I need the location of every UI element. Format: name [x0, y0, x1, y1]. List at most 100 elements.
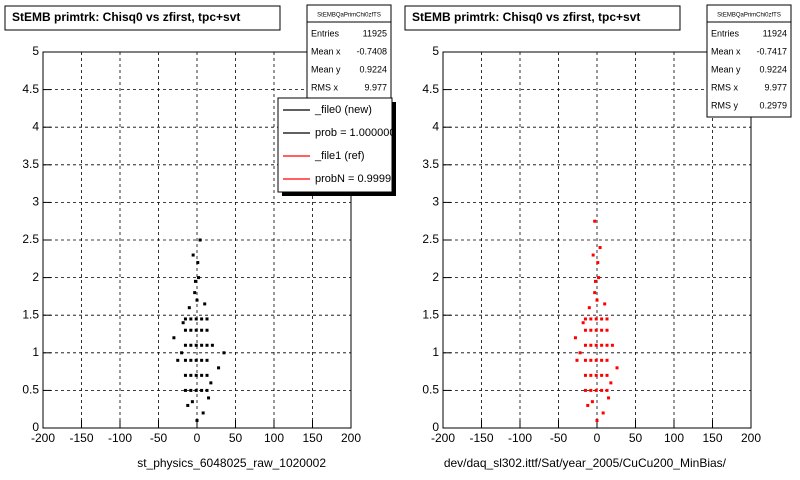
stats-value: 11924 [763, 28, 787, 38]
point [601, 411, 605, 415]
point [176, 358, 180, 362]
point [183, 343, 187, 347]
stats-value: 9.977 [764, 82, 787, 92]
point [583, 328, 587, 332]
point [189, 328, 193, 332]
point [605, 358, 609, 362]
legend: _file0 (new) prob = 1.000000 _file1 (ref) p… [283, 104, 392, 185]
point [194, 343, 198, 347]
point [201, 411, 205, 415]
y-tick-label: 0.5 [422, 383, 439, 397]
x-axis-label: dev/daq_sl302.ittf/Sat/year_2005/CuCu200… [444, 456, 727, 470]
point [189, 388, 193, 392]
point [200, 317, 204, 321]
x-tick-label: 50 [229, 431, 243, 445]
x-tick-label: 0 [194, 431, 201, 445]
point [605, 343, 609, 347]
point [600, 358, 604, 362]
y-tick-label: 4 [432, 119, 439, 133]
x-tick-label: -150 [469, 431, 493, 445]
point [596, 261, 600, 265]
x-tick-label: -200 [431, 431, 455, 445]
point [200, 388, 204, 392]
stats-value: 0.9224 [759, 64, 787, 74]
point [589, 373, 593, 377]
y-tick-label: 1.5 [422, 307, 439, 321]
x-tick-label: 100 [664, 431, 684, 445]
point [594, 343, 598, 347]
point [610, 343, 614, 347]
point [590, 400, 594, 404]
point [573, 336, 577, 340]
point [594, 317, 598, 321]
point [205, 317, 209, 321]
stats-title: StEMBQaPrimChi0zfTS [317, 13, 381, 19]
x-tick-label: 50 [629, 431, 643, 445]
y-tick-label: 2.5 [422, 232, 439, 246]
point [194, 328, 198, 332]
point [583, 317, 587, 321]
point [583, 388, 587, 392]
x-tick-label: 200 [341, 431, 361, 445]
point [591, 253, 595, 257]
point [194, 373, 198, 377]
point [581, 321, 585, 325]
y-tick-label: 5 [432, 44, 439, 58]
point [183, 358, 187, 362]
point [594, 358, 598, 362]
y-tick-label: 4.5 [22, 82, 39, 96]
stats-name: Entries [311, 28, 340, 38]
y-tick-label: 1 [32, 345, 39, 359]
point [191, 253, 195, 257]
stats-name: Mean y [711, 64, 741, 74]
point [195, 418, 199, 422]
y-tick-label: 1 [432, 345, 439, 359]
point [172, 336, 176, 340]
point [200, 343, 204, 347]
point [187, 306, 191, 310]
point [595, 298, 599, 302]
point [605, 328, 609, 332]
point [583, 373, 587, 377]
y-tick-label: 3 [432, 195, 439, 209]
legend-label: _file0 (new) [314, 104, 372, 116]
x-tick-label: 150 [702, 431, 722, 445]
point [589, 343, 593, 347]
point [605, 388, 609, 392]
point [600, 343, 604, 347]
stats-value: -0.7417 [756, 46, 787, 56]
point [589, 328, 593, 332]
point [586, 403, 590, 407]
y-tick-label: 3.5 [22, 157, 39, 171]
point [605, 317, 609, 321]
chart-title: StEMB primtrk: Chisq0 vs zfirst, tpc+svt [12, 10, 240, 24]
point [183, 328, 187, 332]
point [575, 358, 579, 362]
point [217, 366, 221, 370]
point [607, 396, 611, 400]
chart-title: StEMB primtrk: Chisq0 vs zfirst, tpc+svt [412, 10, 640, 24]
point [600, 328, 604, 332]
title-box [4, 5, 281, 31]
point [205, 373, 209, 377]
y-tick-label: 0.5 [22, 383, 39, 397]
x-tick-label: -50 [550, 431, 568, 445]
point [594, 373, 598, 377]
x-tick-label: 150 [302, 431, 322, 445]
point [200, 328, 204, 332]
point [609, 381, 613, 385]
y-tick-label: 3 [32, 195, 39, 209]
point [189, 343, 193, 347]
point [615, 366, 619, 370]
y-tick-label: 4.5 [422, 82, 439, 96]
point [183, 317, 187, 321]
point [193, 279, 197, 283]
stats-value: 0.2979 [759, 100, 787, 110]
point [578, 351, 582, 355]
point [583, 358, 587, 362]
x-axis-label: st_physics_6048025_raw_1020002 [137, 456, 326, 470]
point [205, 343, 209, 347]
x-tick-label: -50 [150, 431, 168, 445]
point [205, 358, 209, 362]
stats-value: 11925 [363, 28, 387, 38]
